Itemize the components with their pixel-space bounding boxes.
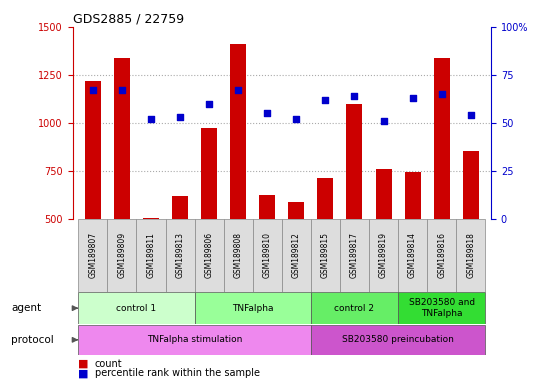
Text: ■: ■ [78, 368, 89, 379]
Bar [311, 325, 485, 354]
Bar [340, 219, 369, 292]
Bar [288, 202, 304, 219]
Point [234, 87, 243, 93]
Text: GSM189818: GSM189818 [466, 232, 475, 278]
Bar [311, 293, 398, 324]
Point [379, 118, 388, 124]
Bar [369, 219, 398, 292]
Bar [78, 219, 107, 292]
Bar [427, 219, 456, 292]
Text: GSM189807: GSM189807 [88, 232, 98, 278]
Text: GSM189811: GSM189811 [147, 232, 156, 278]
Bar [434, 58, 450, 219]
Text: SB203580 and
TNFalpha: SB203580 and TNFalpha [408, 298, 475, 318]
Bar [398, 219, 427, 292]
Text: GSM189819: GSM189819 [379, 232, 388, 278]
Point [437, 91, 446, 97]
Bar [253, 219, 282, 292]
Point [118, 87, 127, 93]
Point [88, 87, 97, 93]
Text: protocol: protocol [11, 335, 54, 345]
Point [350, 93, 359, 99]
Text: GSM189810: GSM189810 [263, 232, 272, 278]
Text: GSM189813: GSM189813 [176, 232, 185, 278]
Bar [78, 293, 195, 324]
Bar [195, 219, 224, 292]
Bar [347, 104, 363, 219]
Text: control 1: control 1 [117, 304, 157, 313]
Bar [398, 293, 485, 324]
Bar [201, 127, 217, 219]
Point [176, 114, 185, 120]
Bar [318, 177, 333, 219]
Bar [224, 219, 253, 292]
Text: ■: ■ [78, 359, 89, 369]
Bar [78, 325, 311, 354]
Bar [137, 219, 166, 292]
Bar [166, 219, 195, 292]
Text: GSM189816: GSM189816 [437, 232, 446, 278]
Bar [107, 219, 137, 292]
Bar [405, 172, 421, 219]
Bar [456, 219, 485, 292]
Bar [282, 219, 311, 292]
Bar [85, 81, 101, 219]
Text: GSM189809: GSM189809 [117, 232, 127, 278]
Text: control 2: control 2 [334, 304, 374, 313]
Text: SB203580 preincubation: SB203580 preincubation [342, 335, 454, 344]
Bar [143, 218, 159, 219]
Point [147, 116, 156, 122]
Point [321, 97, 330, 103]
Text: percentile rank within the sample: percentile rank within the sample [95, 368, 260, 379]
Bar [376, 169, 392, 219]
Point [466, 112, 475, 118]
Text: GSM189808: GSM189808 [234, 232, 243, 278]
Text: TNFalpha stimulation: TNFalpha stimulation [147, 335, 242, 344]
Point [263, 110, 272, 116]
Text: GSM189812: GSM189812 [292, 232, 301, 278]
Text: GDS2885 / 22759: GDS2885 / 22759 [73, 13, 184, 26]
Text: GSM189814: GSM189814 [408, 232, 417, 278]
Text: agent: agent [11, 303, 41, 313]
Bar [195, 293, 311, 324]
Bar [114, 58, 130, 219]
Bar [230, 44, 246, 219]
Bar [463, 151, 479, 219]
Point [292, 116, 301, 122]
Text: GSM189806: GSM189806 [205, 232, 214, 278]
Text: GSM189817: GSM189817 [350, 232, 359, 278]
Text: TNFalpha: TNFalpha [232, 304, 273, 313]
Text: GSM189815: GSM189815 [321, 232, 330, 278]
Point [408, 95, 417, 101]
Point [205, 101, 214, 107]
Bar [172, 196, 188, 219]
Text: count: count [95, 359, 123, 369]
Bar [311, 219, 340, 292]
Bar [259, 195, 275, 219]
